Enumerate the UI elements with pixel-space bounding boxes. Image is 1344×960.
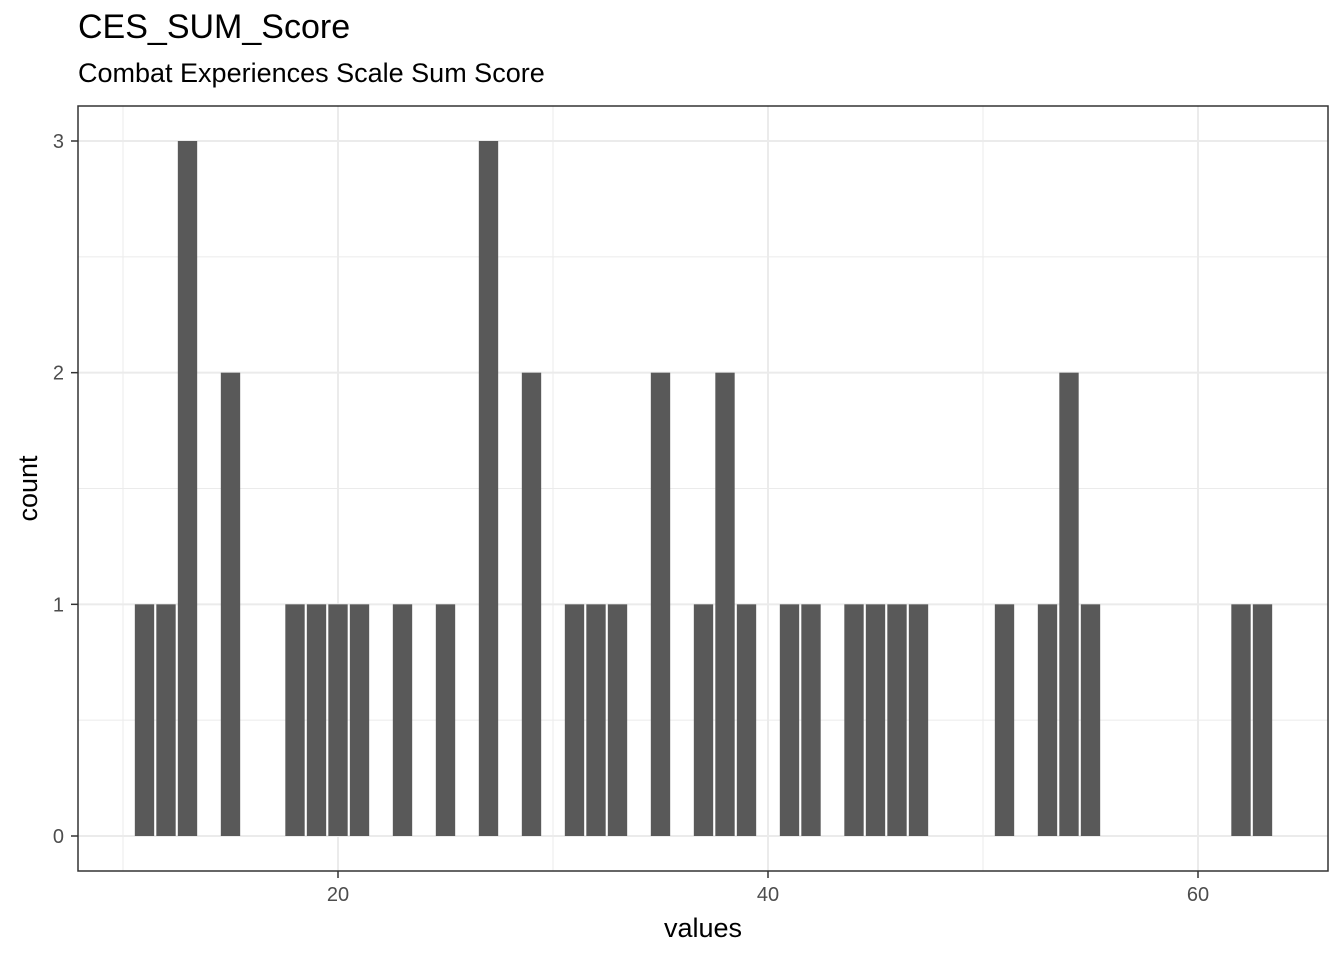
bar xyxy=(478,141,499,836)
chart-subtitle: Combat Experiences Scale Sum Score xyxy=(78,58,545,88)
bar xyxy=(801,604,821,836)
bar xyxy=(521,372,542,836)
bar xyxy=(736,604,757,836)
y-tick-label: 2 xyxy=(53,363,64,385)
bar xyxy=(865,604,886,836)
bar xyxy=(994,604,1015,836)
chart-title: CES_SUM_Score xyxy=(78,8,351,46)
y-tick-label: 3 xyxy=(53,131,64,153)
bar xyxy=(844,604,864,836)
bar xyxy=(349,604,370,836)
bar xyxy=(328,604,348,836)
bar xyxy=(586,604,606,836)
bars xyxy=(134,141,1273,836)
y-axis-title: count xyxy=(13,455,43,522)
bar xyxy=(650,372,671,836)
bar xyxy=(693,604,714,836)
y-tick-label: 0 xyxy=(53,826,64,848)
bar xyxy=(1059,372,1079,836)
x-tick-label: 40 xyxy=(757,884,779,906)
x-axis: 20 40 60 xyxy=(327,871,1209,906)
bar xyxy=(1231,604,1251,836)
bar xyxy=(1252,604,1273,836)
y-axis: 0 1 2 3 xyxy=(53,131,78,848)
bar xyxy=(285,604,305,836)
x-tick-label: 60 xyxy=(1187,884,1209,906)
bar xyxy=(306,604,327,836)
bar xyxy=(1037,604,1058,836)
plot-panel-border xyxy=(77,105,1329,872)
bar xyxy=(607,604,628,836)
x-tick-label: 20 xyxy=(327,884,349,906)
bar xyxy=(220,372,241,836)
bar xyxy=(156,604,176,836)
bar xyxy=(887,604,907,836)
bar xyxy=(435,604,456,836)
bar xyxy=(564,604,585,836)
bar xyxy=(1080,604,1101,836)
x-axis-title: values xyxy=(664,913,742,943)
y-tick-label: 1 xyxy=(53,594,64,616)
bar xyxy=(908,604,929,836)
bar xyxy=(177,141,198,836)
bar xyxy=(715,372,735,836)
bar xyxy=(134,604,155,836)
bar xyxy=(392,604,413,836)
bar xyxy=(779,604,800,836)
